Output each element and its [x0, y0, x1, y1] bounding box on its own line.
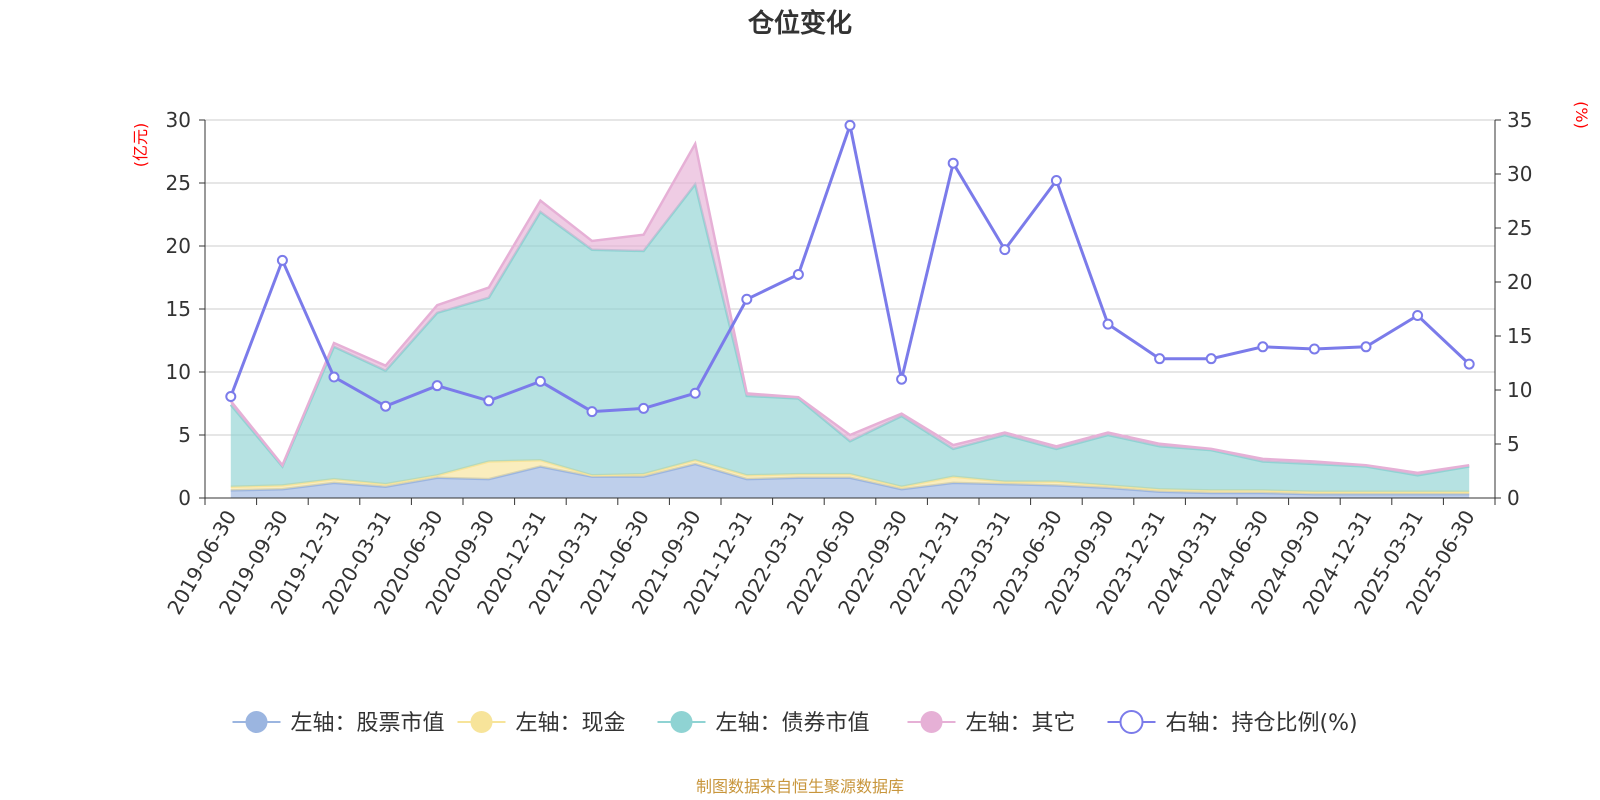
ratio-point [896, 373, 908, 385]
legend-label: 左轴：其它 [966, 711, 1076, 736]
ratio-point [792, 268, 804, 280]
legend-item[interactable]: 左轴：其它 [907, 711, 1076, 736]
ratio-line [225, 119, 1475, 418]
ratio-point [741, 293, 753, 305]
left-axis-tick-label: 25 [166, 171, 191, 195]
legend-item[interactable]: 右轴：持仓比例(%) [1107, 710, 1358, 736]
ratio-point [225, 390, 237, 402]
legend-label: 左轴：现金 [516, 711, 626, 736]
right-axis-tick-label: 0 [1507, 486, 1520, 510]
ratio-point [1102, 318, 1114, 330]
legend-marker-circle [470, 711, 493, 733]
legend-label: 左轴：债券市值 [716, 711, 870, 736]
legend-item[interactable]: 左轴：股票市值 [232, 711, 445, 736]
ratio-point [1308, 343, 1320, 355]
right-axis-unit: (%) [1572, 101, 1591, 129]
ratio-point [586, 406, 598, 418]
right-axis-tick-label: 15 [1507, 324, 1532, 348]
left-axis-unit: (亿元) [131, 123, 150, 168]
ratio-point [1412, 309, 1424, 321]
left-axis-tick-label: 15 [166, 297, 191, 321]
ratio-point [1050, 174, 1062, 186]
left-axis-tick-label: 30 [166, 108, 191, 132]
legend-item[interactable]: 左轴：现金 [457, 711, 626, 736]
ratio-point [1257, 341, 1269, 353]
left-axis-tick-label: 20 [166, 234, 191, 258]
ratio-point [431, 380, 443, 392]
left-axis-tick-label: 5 [178, 423, 191, 447]
stacked-area-fill [230, 460, 1470, 495]
stacked-area-fill [230, 184, 1470, 492]
right-axis-tick-label: 30 [1507, 162, 1532, 186]
ratio-point [947, 157, 959, 169]
ratio-point [483, 395, 495, 407]
legend-marker-circle [670, 711, 693, 733]
legend-label: 左轴：股票市值 [291, 711, 445, 736]
stacked-area-fill [230, 464, 1470, 498]
ratio-point [1154, 353, 1166, 365]
right-axis-tick-label: 10 [1507, 378, 1532, 402]
ratio-point [638, 402, 650, 414]
left-axis-tick-label: 0 [178, 486, 191, 510]
right-axis-tick-label: 20 [1507, 270, 1532, 294]
ratio-point [534, 375, 546, 387]
legend-label: 右轴：持仓比例(%) [1166, 711, 1358, 736]
legend-marker-circle [245, 711, 268, 733]
stacked-areas [229, 140, 1470, 498]
ratio-point [328, 371, 340, 383]
legend-item[interactable]: 左轴：债券市值 [657, 711, 870, 736]
left-axis-tick-label: 10 [166, 360, 191, 384]
ratio-point [380, 400, 392, 412]
ratio-point [844, 119, 856, 131]
ratio-point [276, 254, 288, 266]
ratio-point [1463, 358, 1475, 370]
right-axis-tick-label: 5 [1507, 432, 1520, 456]
source-note: 制图数据来自恒生聚源数据库 [696, 777, 904, 796]
chart-title: 仓位变化 [747, 8, 852, 39]
ratio-point [1205, 353, 1217, 365]
ratio-point [689, 387, 701, 399]
legend-marker-circle [920, 711, 943, 733]
ratio-point [1360, 341, 1372, 353]
right-axis-tick-label: 25 [1507, 216, 1532, 240]
legend: 左轴：股票市值 左轴：现金 左轴：债券市值 左轴：其它 右轴：持仓比例(%) [232, 710, 1358, 736]
stacked-area-edge [229, 140, 1470, 475]
ratio-point [999, 244, 1011, 256]
legend-marker-circle [1119, 710, 1144, 734]
right-axis-tick-label: 35 [1507, 108, 1532, 132]
